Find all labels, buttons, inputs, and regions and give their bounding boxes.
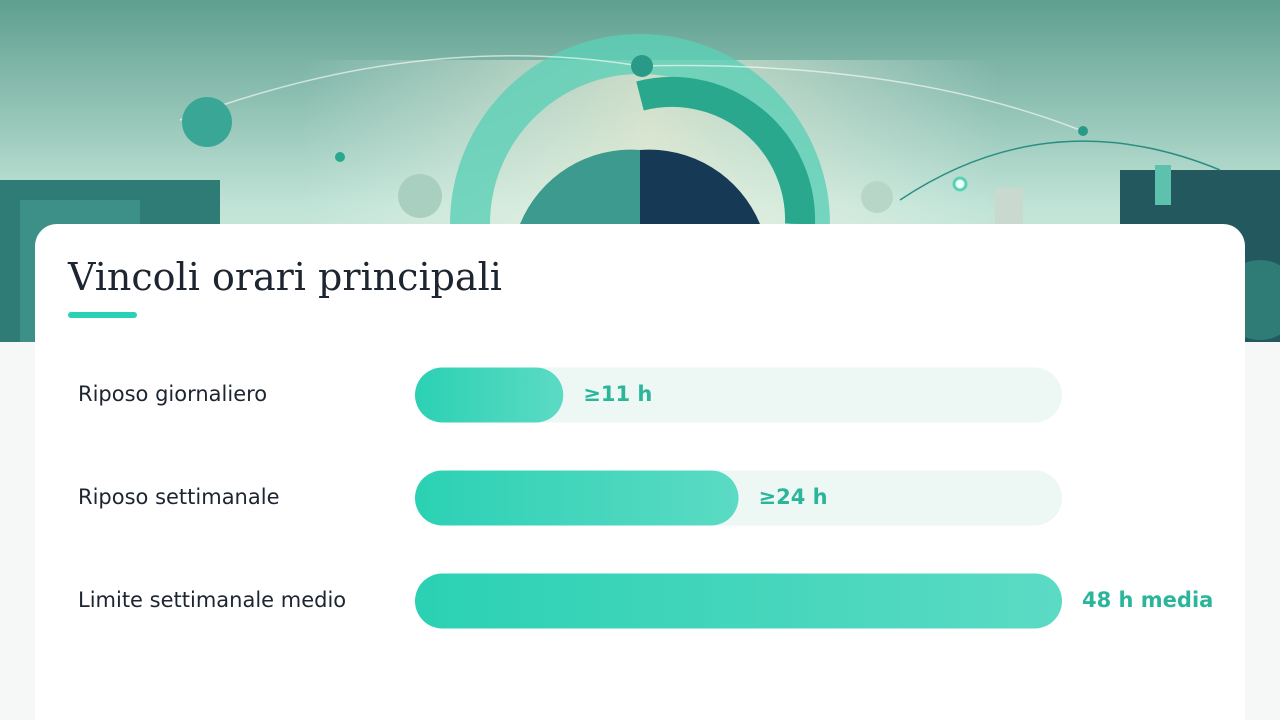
value-label: 48 h media [1082,588,1213,612]
category-label: Riposo giornaliero [78,382,267,406]
category-label: Riposo settimanale [78,485,280,509]
value-label: ≥11 h [583,382,652,406]
bar [415,470,739,526]
value-label: ≥24 h [759,485,828,509]
category-label: Limite settimanale medio [78,588,346,612]
chart-title: Vincoli orari principali [67,255,502,299]
bar [415,367,564,423]
title-underline [68,312,137,318]
bar [415,573,1062,629]
bar-track [415,367,1062,423]
